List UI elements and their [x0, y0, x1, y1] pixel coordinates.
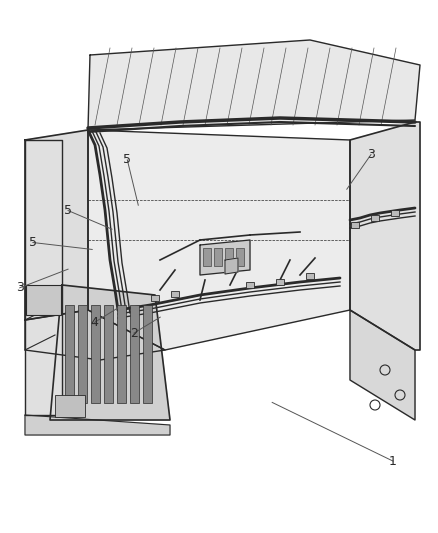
Text: 3: 3 [366, 148, 374, 161]
Text: 1: 1 [388, 455, 396, 467]
Polygon shape [25, 130, 88, 320]
Polygon shape [200, 240, 249, 275]
Bar [390, 210, 398, 216]
Bar [305, 273, 313, 279]
Polygon shape [25, 310, 165, 360]
Bar [143, 305, 152, 403]
Polygon shape [88, 40, 419, 130]
Bar [202, 248, 211, 266]
Bar [350, 222, 358, 228]
Polygon shape [88, 130, 349, 350]
Text: 2: 2 [130, 327, 138, 340]
Bar [130, 305, 139, 403]
Bar [151, 295, 159, 301]
Polygon shape [25, 415, 170, 435]
Bar [65, 305, 74, 403]
Bar [104, 305, 113, 403]
Bar [370, 215, 378, 221]
Text: 4: 4 [90, 316, 98, 329]
Bar [245, 282, 254, 288]
Bar [213, 248, 222, 266]
Bar [78, 305, 87, 403]
Polygon shape [25, 140, 62, 415]
Polygon shape [349, 310, 414, 420]
Text: 3: 3 [16, 281, 24, 294]
Bar [117, 305, 126, 403]
Bar [236, 248, 244, 266]
Polygon shape [50, 285, 170, 420]
Polygon shape [349, 122, 419, 350]
Bar [55, 395, 85, 417]
Bar [171, 291, 179, 297]
Polygon shape [225, 258, 237, 274]
Text: 5: 5 [123, 154, 131, 166]
Bar [276, 279, 283, 285]
Bar [91, 305, 100, 403]
Bar [225, 248, 233, 266]
Text: 5: 5 [64, 204, 72, 217]
Text: 5: 5 [29, 236, 37, 249]
Bar [26, 285, 61, 315]
